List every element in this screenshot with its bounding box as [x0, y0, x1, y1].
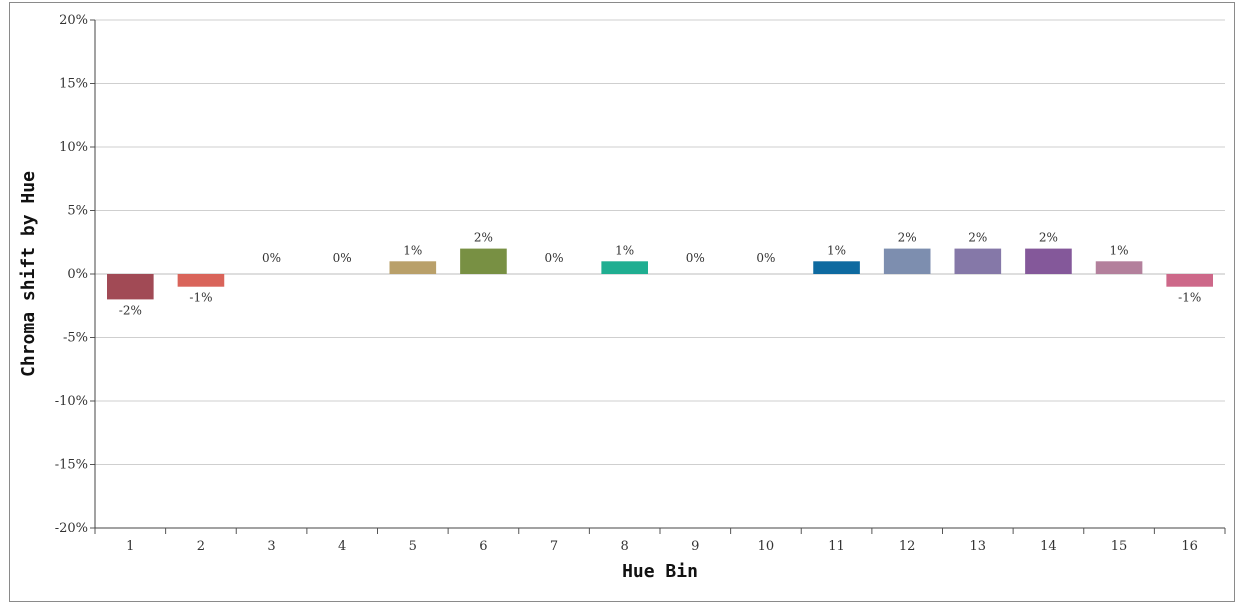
x-tick-label: 2 — [197, 539, 205, 554]
data-label: 2% — [1039, 231, 1058, 245]
x-tick-label: 1 — [126, 539, 134, 554]
data-label: 0% — [333, 251, 352, 265]
data-label: 1% — [403, 243, 422, 257]
y-tick-label: 10% — [59, 140, 88, 155]
bar — [1025, 248, 1072, 274]
y-tick-label: 0% — [67, 267, 88, 282]
x-tick-label: 10 — [758, 539, 775, 554]
bar — [1166, 274, 1213, 287]
y-tick-label: -5% — [63, 331, 88, 346]
x-tick-label: 5 — [409, 539, 417, 554]
data-label: -1% — [189, 291, 212, 305]
bar — [601, 261, 648, 274]
x-tick-label: 6 — [479, 539, 487, 554]
data-label: -2% — [119, 303, 142, 317]
data-label: -1% — [1178, 291, 1201, 305]
data-label: 1% — [615, 243, 634, 257]
x-tick-label: 7 — [550, 539, 558, 554]
y-tick-label: -15% — [55, 458, 88, 473]
x-tick-label: 9 — [691, 539, 699, 554]
axes — [90, 19, 1226, 534]
bar — [1095, 261, 1143, 274]
y-tick-labels: 20% 15% 10% 5% 0% -5% -10% -15% -20% — [55, 13, 88, 536]
y-tick-label: 15% — [59, 77, 88, 92]
bar — [389, 261, 437, 274]
x-tick-label: 12 — [899, 539, 916, 554]
bar — [177, 274, 225, 287]
y-tick-label: 5% — [67, 204, 88, 219]
bar — [460, 248, 507, 274]
data-label: 1% — [827, 243, 846, 257]
y-tick-label: -10% — [55, 394, 88, 409]
data-label: 0% — [686, 251, 705, 265]
chart-frame — [9, 2, 1235, 602]
x-tick-label: 4 — [338, 539, 346, 554]
data-label: 2% — [968, 231, 987, 245]
bar — [954, 248, 1002, 274]
data-label: 0% — [756, 251, 775, 265]
data-labels: -2% -1% 0% 0% 1% 2% 0% 1% 0% 0% 1% 2% 2% 2% 1% -1% — [119, 231, 1201, 318]
x-tick-label: 13 — [970, 539, 987, 554]
x-tick-label: 8 — [621, 539, 629, 554]
data-label: 0% — [545, 251, 564, 265]
y-tick-label: -20% — [55, 521, 88, 536]
x-tick-label: 14 — [1040, 539, 1057, 554]
bar — [813, 261, 860, 274]
data-label: 1% — [1110, 243, 1129, 257]
bar — [107, 274, 154, 300]
x-axis-title: Hue Bin — [622, 561, 698, 582]
x-tick-labels: 1 2 3 4 5 6 7 8 9 10 11 12 13 14 15 16 — [126, 539, 1198, 554]
data-label: 2% — [474, 231, 493, 245]
data-label: 0% — [262, 251, 281, 265]
x-tick-label: 15 — [1111, 539, 1128, 554]
y-axis-title: Chroma shift by Hue — [18, 171, 39, 377]
bar — [883, 248, 931, 274]
y-tick-label: 20% — [59, 13, 88, 28]
x-tick-label: 3 — [267, 539, 275, 554]
data-label: 2% — [898, 231, 917, 245]
bars — [107, 248, 1213, 300]
x-tick-label: 11 — [828, 539, 845, 554]
x-tick-label: 16 — [1181, 539, 1198, 554]
